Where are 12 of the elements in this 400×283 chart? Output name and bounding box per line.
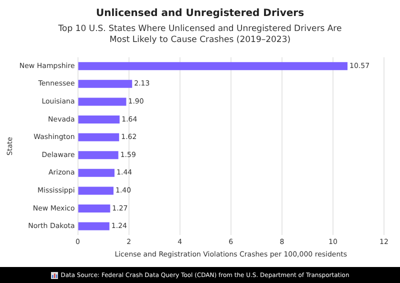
bar [78,204,110,213]
bar [78,98,126,106]
bar [78,168,115,177]
chart-subtitle: Top 10 U.S. States Where Unlicensed and Unregistered Drivers Are Most Likely to Cause Crashes (2019–2023) [57,24,343,46]
bar [78,62,348,70]
bar [78,115,120,124]
bar [78,151,118,160]
bar [78,186,114,195]
chart-title: Unlicensed and Unregistered Drivers [94,8,306,19]
bar [78,133,120,142]
bar [78,80,132,88]
bar [78,222,110,230]
